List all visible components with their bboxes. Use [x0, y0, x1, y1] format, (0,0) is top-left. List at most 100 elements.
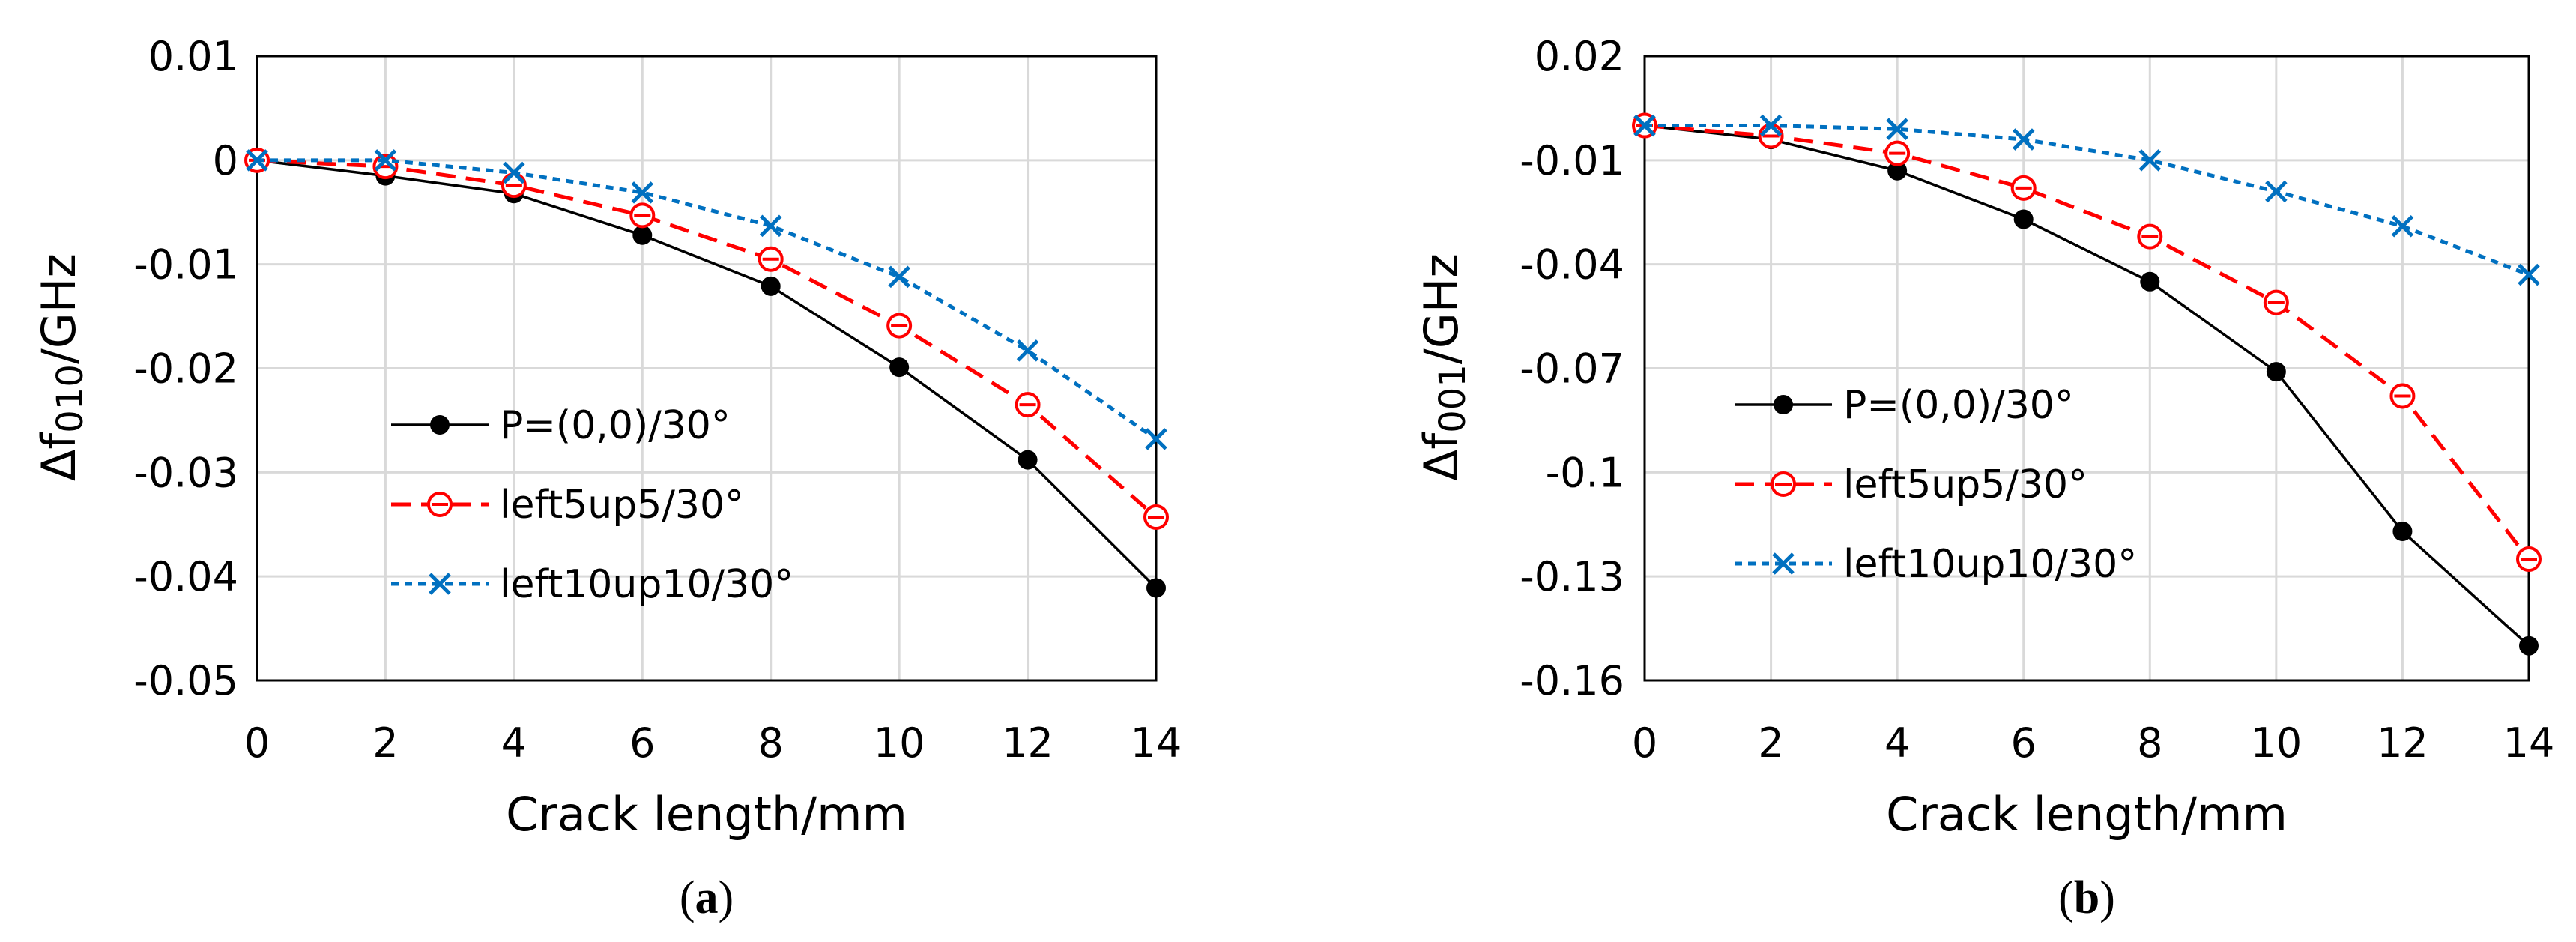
- legend-item: left10up10/30°: [391, 562, 793, 607]
- x-axis-title: Crack length/mm: [506, 787, 907, 842]
- legend-item: left10up10/30°: [1735, 542, 2137, 587]
- y-tick-label: -0.02: [133, 345, 238, 393]
- legend-marker: [430, 415, 450, 435]
- y-tick-label: -0.03: [133, 449, 238, 496]
- series-3: [1633, 114, 2540, 286]
- panel-label: (b): [2058, 872, 2115, 923]
- data-point: [2137, 223, 2163, 250]
- data-point: [2518, 263, 2540, 286]
- x-tick-label: 6: [629, 719, 655, 767]
- legend-label: P=(0,0)/30°: [1843, 383, 2074, 428]
- data-point: [1015, 392, 1041, 418]
- data-point: [1143, 504, 1169, 531]
- data-point: [629, 202, 656, 229]
- series-line: [1644, 124, 2530, 647]
- y-tick-label: -0.13: [1520, 553, 1624, 600]
- data-point: [1145, 428, 1167, 450]
- y-tick-label: -0.04: [1520, 241, 1624, 289]
- x-tick-label: 14: [2503, 719, 2555, 767]
- data-point: [761, 276, 781, 296]
- data-point: [886, 313, 913, 339]
- data-point: [888, 265, 910, 289]
- data-point: [246, 149, 268, 172]
- legend-marker: [1771, 471, 1796, 497]
- data-point: [2140, 271, 2160, 292]
- legend-label: left5up5/30°: [500, 483, 744, 528]
- data-point: [1146, 578, 1166, 598]
- series-line: [256, 159, 1158, 589]
- data-point: [2519, 635, 2539, 656]
- legend-item: P=(0,0)/30°: [1735, 383, 2074, 428]
- chart-a: 0 2 4 6 8 10 12 14 0.01 0 -0.01 -0.02 -0.03 -0.04 -0.0…: [31, 33, 1182, 923]
- legend-item: left5up5/30°: [391, 483, 744, 528]
- x-tick-label: 8: [2137, 719, 2162, 767]
- data-point: [2392, 522, 2413, 542]
- data-point: [2516, 546, 2542, 573]
- y-tick-label: 0.01: [148, 33, 238, 80]
- x-axis-title: Crack length/mm: [1886, 787, 2288, 842]
- data-point: [2265, 180, 2288, 203]
- legend-marker: [1774, 395, 1793, 414]
- x-tick-label: 4: [501, 719, 527, 767]
- data-point: [758, 246, 784, 272]
- y-tick-label: 0.02: [1535, 33, 1624, 80]
- x-tick-label: 14: [1131, 719, 1182, 767]
- data-point: [1886, 118, 1908, 140]
- x-tick-label: 6: [2011, 719, 2037, 767]
- series-line: [257, 158, 1158, 441]
- x-tick-label: 2: [1758, 719, 1783, 767]
- legend-item: P=(0,0)/30°: [391, 403, 731, 448]
- x-tick-label: 2: [372, 719, 398, 767]
- y-tick-label: -0.01: [1520, 137, 1624, 184]
- legend-marker: [1772, 552, 1795, 575]
- plot-area: [1643, 55, 2530, 682]
- data-point: [2138, 149, 2162, 172]
- y-tick-label: -0.16: [1520, 657, 1624, 704]
- x-tick-label: 4: [1884, 719, 1910, 767]
- data-point: [2013, 209, 2034, 229]
- data-point: [2389, 383, 2416, 409]
- legend-label: left10up10/30°: [500, 562, 793, 607]
- legend-marker: [427, 492, 453, 517]
- data-point: [2266, 362, 2286, 382]
- panel-label: (a): [680, 872, 734, 923]
- series-line: [1645, 124, 2530, 277]
- data-point: [889, 357, 910, 378]
- data-point: [2391, 214, 2414, 238]
- y-tick-label: 0: [213, 137, 238, 184]
- x-tick-label: 10: [2250, 719, 2302, 767]
- series-line: [256, 158, 1158, 519]
- y-tick-label: -0.04: [133, 553, 238, 600]
- plot-area: [256, 55, 1158, 682]
- data-point: [374, 149, 397, 172]
- y-axis-title: Δf001/GHz: [1414, 253, 1474, 481]
- y-tick-label: -0.1: [1546, 449, 1624, 496]
- x-tick-label: 0: [244, 719, 270, 767]
- data-point: [503, 161, 525, 184]
- data-point: [2010, 175, 2037, 201]
- data-point: [1759, 114, 1783, 137]
- data-point: [1887, 160, 1908, 181]
- y-tick-label: -0.01: [133, 241, 238, 289]
- data-point: [1018, 450, 1038, 470]
- y-axis-title: Δf010/GHz: [31, 253, 91, 481]
- legend-marker: [429, 573, 451, 595]
- gridlines: [1643, 55, 2530, 682]
- y-tick-label: -0.07: [1520, 345, 1624, 393]
- y-tick-label: -0.05: [133, 657, 238, 704]
- x-tick-label: 10: [874, 719, 925, 767]
- series-3: [246, 149, 1167, 450]
- legend: P=(0,0)/30° left5up5/30° left10up10/30°: [391, 403, 793, 607]
- legend-label: left5up5/30°: [1843, 462, 2087, 507]
- data-point: [2263, 289, 2289, 315]
- data-point: [1016, 339, 1039, 362]
- data-point: [632, 225, 653, 245]
- series-line: [1644, 124, 2530, 561]
- data-point: [501, 172, 527, 199]
- legend: P=(0,0)/30° left5up5/30° left10up10/30°: [1735, 383, 2137, 587]
- legend-label: left10up10/30°: [1843, 542, 2137, 587]
- data-point: [2012, 128, 2035, 151]
- x-tick-label: 12: [2377, 719, 2428, 767]
- data-point: [1633, 114, 1656, 137]
